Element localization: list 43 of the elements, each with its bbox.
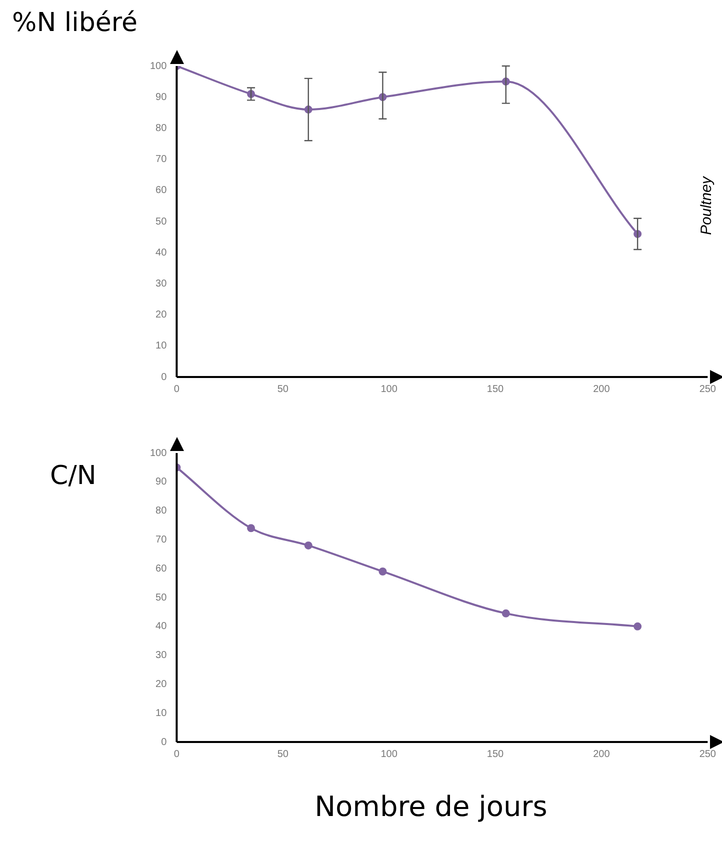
y-axis-title: C/N — [50, 461, 96, 491]
x-tick-label: 250 — [699, 748, 716, 760]
y-tick-label: 40 — [156, 621, 168, 632]
x-tick-label: 250 — [699, 384, 716, 395]
y-tick-label: 30 — [156, 650, 168, 662]
y-tick-label: 40 — [156, 247, 168, 258]
point — [634, 622, 642, 630]
point — [378, 567, 387, 576]
x-tick-label: 200 — [593, 384, 610, 395]
x-tick-label: 150 — [486, 384, 504, 395]
annotation: Poultney — [698, 176, 715, 235]
y-tick-label: 100 — [150, 60, 168, 72]
point — [247, 524, 256, 532]
x-tick-label: 50 — [277, 384, 289, 395]
x-tick-label: 0 — [174, 384, 180, 395]
y-tick-label: 0 — [161, 736, 168, 748]
y-tick-label: 10 — [156, 708, 168, 719]
point — [502, 609, 510, 618]
y-tick-label: 10 — [156, 340, 168, 352]
x-tick-label: 150 — [486, 748, 504, 760]
y-tick-label: 20 — [156, 310, 168, 321]
x-tick-label: 200 — [593, 748, 610, 760]
y-tick-label: 20 — [156, 678, 168, 690]
point — [304, 541, 312, 550]
x-tick-label: 0 — [174, 748, 180, 760]
y-tick-label: 90 — [156, 476, 168, 488]
y-tick-label: 90 — [156, 92, 168, 103]
y-tick-label: 80 — [156, 506, 168, 517]
y-tick-label: 50 — [156, 216, 168, 228]
y-tick-label: 80 — [156, 122, 168, 134]
y-tick-label: 30 — [156, 278, 168, 290]
y-tick-label: 50 — [156, 592, 168, 604]
x-tick-label: 100 — [380, 384, 398, 395]
y-tick-label: 70 — [156, 154, 168, 166]
y-tick-label: 100 — [150, 448, 168, 459]
y-tick-label: 70 — [156, 534, 168, 546]
x-axis-title: Nombre de jours — [314, 790, 548, 823]
x-tick-label: 100 — [380, 748, 398, 760]
y-axis-title: %N libéré — [12, 8, 138, 38]
y-tick-label: 0 — [161, 372, 168, 383]
y-tick-label: 60 — [156, 185, 168, 196]
y-tick-label: 60 — [156, 563, 168, 574]
x-tick-label: 50 — [277, 748, 289, 760]
